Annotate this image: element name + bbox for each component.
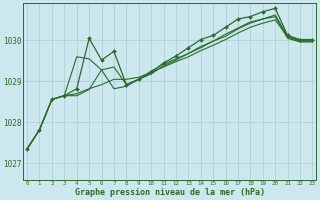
X-axis label: Graphe pression niveau de la mer (hPa): Graphe pression niveau de la mer (hPa) — [75, 188, 265, 197]
